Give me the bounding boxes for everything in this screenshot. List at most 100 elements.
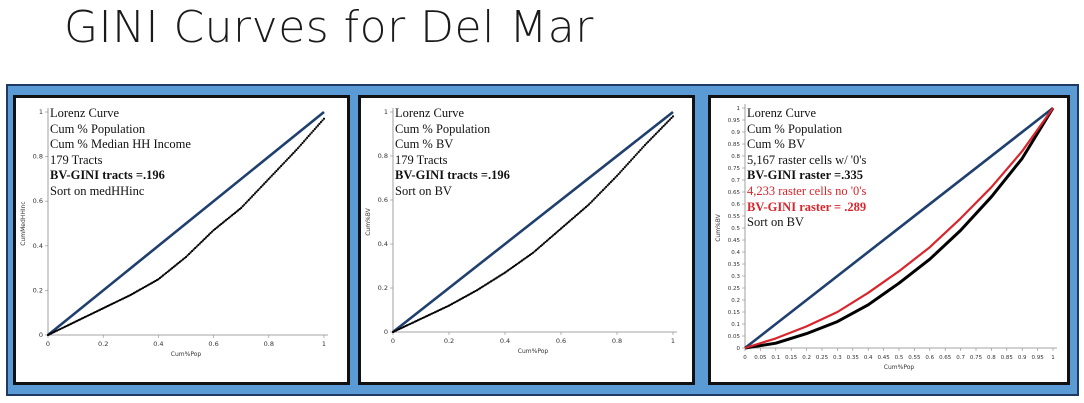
lorenz-point	[256, 189, 260, 192]
lorenz-point	[577, 212, 580, 215]
lorenz-point	[643, 143, 647, 147]
lorenz-point	[589, 201, 592, 204]
lorenz-point	[273, 171, 277, 174]
lorenz-point	[609, 181, 612, 184]
lorenz-point	[191, 249, 194, 253]
y-tick-label: 0.4	[33, 242, 43, 250]
x-axis-label: Cum%Pop	[171, 351, 202, 358]
x-tick-label: 0.1	[771, 355, 780, 361]
lorenz-point	[319, 121, 323, 124]
lorenz-point	[192, 248, 195, 251]
lorenz-point	[640, 147, 643, 150]
lorenz-point	[287, 156, 290, 160]
legend-line: Cum % Population	[747, 121, 843, 136]
y-tick-label: 0.25	[728, 286, 741, 292]
lorenz-point	[217, 225, 220, 228]
lorenz-point	[168, 269, 171, 272]
series-equality	[47, 110, 325, 337]
lorenz-point	[289, 155, 292, 158]
lorenz-point	[240, 206, 243, 209]
lorenz-point	[648, 139, 651, 142]
lorenz-point	[181, 258, 185, 261]
lorenz-point	[665, 121, 668, 124]
y-tick-label: 0.6	[33, 197, 43, 205]
lorenz-point	[163, 273, 166, 276]
lorenz-point	[531, 251, 535, 254]
y-tick-label: 0.55	[728, 214, 741, 220]
lorenz-point	[263, 182, 266, 185]
lorenz-point	[612, 177, 615, 181]
x-tick-label: 0	[46, 340, 50, 348]
lorenz-point	[625, 164, 628, 167]
lorenz-point	[246, 200, 249, 203]
lorenz-point	[626, 162, 629, 165]
lorenz-point	[555, 231, 558, 234]
lorenz-point	[661, 126, 664, 129]
lorenz-point	[516, 262, 519, 265]
lorenz-point	[269, 176, 272, 179]
lorenz-point	[569, 219, 572, 222]
lorenz-point	[647, 140, 650, 143]
lorenz-point	[591, 200, 594, 203]
lorenz-point	[250, 195, 254, 198]
series-equality	[744, 106, 1054, 350]
lorenz-point	[556, 230, 559, 233]
lorenz-point	[578, 211, 581, 214]
lorenz-point	[592, 198, 595, 201]
lorenz-point	[566, 222, 569, 225]
lorenz-point	[221, 221, 224, 224]
lorenz-point	[653, 134, 656, 137]
lorenz-point	[541, 243, 544, 246]
lorenz-point	[651, 135, 654, 139]
y-tick-label: 1	[39, 108, 43, 116]
lorenz-point	[201, 239, 204, 242]
y-axis-label: CumMedHHInc	[20, 201, 27, 245]
lorenz-point	[545, 239, 549, 242]
lorenz-point	[227, 216, 231, 219]
lorenz-point	[270, 174, 273, 177]
lorenz-point	[212, 229, 215, 232]
lorenz-point	[662, 124, 665, 128]
x-tick-label: 0.85	[1001, 355, 1014, 361]
legend-gini: BV-GINI tracts =.196	[395, 168, 510, 183]
lorenz-point	[628, 161, 631, 164]
legend-line: 179 Tracts	[395, 152, 448, 167]
legend-line: Cum % BV	[395, 137, 454, 152]
lorenz-point	[244, 201, 247, 205]
y-tick-label: 0	[384, 328, 388, 336]
lorenz-point	[261, 184, 264, 187]
lorenz-point	[306, 136, 309, 139]
lorenz-point	[304, 138, 307, 141]
lorenz-point	[598, 192, 601, 195]
y-tick-label: 0.75	[728, 166, 741, 172]
lorenz-point	[600, 190, 603, 193]
lorenz-point	[229, 215, 232, 218]
x-tick-label: 0.4	[864, 355, 873, 361]
lorenz-point	[207, 233, 211, 236]
lorenz-point	[530, 252, 533, 255]
legend-gini: BV-GINI raster =.335	[747, 168, 864, 183]
x-tick-label: 1	[671, 337, 675, 345]
lorenz-point	[172, 265, 175, 268]
lorenz-point	[614, 176, 617, 179]
y-tick-label: 0.15	[728, 310, 741, 316]
legend-line: Cum % Population	[395, 121, 491, 136]
lorenz-point	[587, 203, 591, 206]
lorenz-point	[158, 276, 162, 280]
lorenz-point	[195, 245, 198, 248]
y-tick-label: 0	[39, 331, 43, 339]
lorenz-point	[178, 260, 181, 264]
lorenz-point	[528, 253, 531, 257]
lorenz-point	[671, 115, 675, 118]
lorenz-point	[218, 224, 221, 227]
x-axis-label: Cum%Pop	[518, 348, 549, 355]
lorenz-point	[276, 168, 280, 171]
lorenz-point	[215, 226, 218, 229]
charts-frame: 0 0.2 0.4 0.6 0.8 1 0 0.2 0.4 0.6 0.8 1 Cum%Pop CumMe…	[6, 84, 1079, 396]
lorenz-point	[601, 189, 605, 192]
x-tick-label: 0.95	[1031, 355, 1044, 361]
lorenz-point	[559, 227, 563, 230]
chart-panel-bv: 0 0.2 0.4 0.6 0.8 1 0 0.2 0.4 0.6 0.8 1 Cum%Pop Cum%B…	[358, 95, 695, 385]
x-tick-label: 0.2	[98, 340, 108, 348]
legend-line: Sort on BV	[747, 215, 804, 230]
